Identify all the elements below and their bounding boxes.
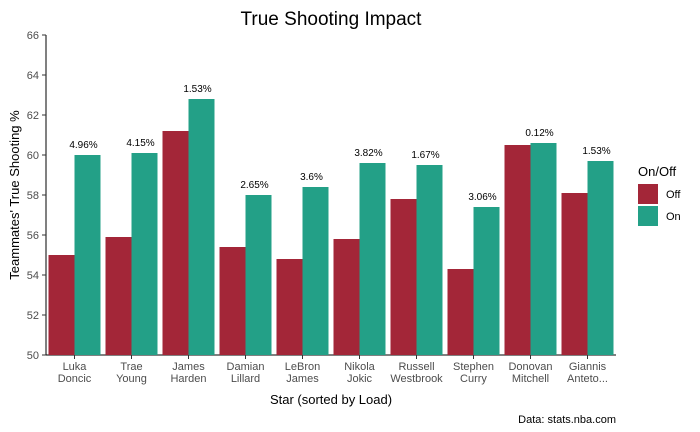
x-tick-label: Luka — [63, 361, 88, 373]
bar-on — [188, 99, 215, 355]
bar-off — [105, 237, 132, 355]
legend-key-on — [638, 206, 658, 226]
data-label: 0.12% — [525, 128, 553, 139]
bar-on — [245, 195, 272, 355]
bar-off — [162, 131, 189, 355]
data-label: 4.15% — [126, 138, 154, 149]
x-tick-label: James — [172, 361, 205, 373]
x-tick-label: James — [286, 373, 319, 385]
bar-on — [473, 207, 500, 355]
y-tick-label: 64 — [27, 70, 39, 82]
x-tick-label: Young — [116, 373, 147, 385]
bar-on — [74, 155, 101, 355]
y-tick-label: 54 — [27, 270, 39, 282]
x-tick-label: Westbrook — [390, 373, 443, 385]
chart-title: True Shooting Impact — [241, 9, 423, 30]
y-tick-label: 56 — [27, 230, 39, 242]
bar-off — [561, 193, 588, 355]
data-label: 1.53% — [183, 84, 211, 95]
data-label: 3.6% — [300, 172, 323, 183]
x-tick-label: Damian — [227, 361, 265, 373]
bar-on — [416, 165, 443, 355]
x-tick-label: Doncic — [58, 373, 92, 385]
bar-on — [359, 163, 386, 355]
bar-off — [276, 259, 303, 355]
legend-title: On/Off — [638, 164, 676, 179]
data-label: 4.96% — [69, 140, 97, 151]
legend-label: On — [666, 211, 681, 223]
bar-off — [447, 269, 474, 355]
y-axis-title: Teammates' True Shooting % — [7, 110, 22, 280]
bar-off — [504, 145, 531, 355]
x-axis-title: Star (sorted by Load) — [270, 392, 392, 407]
x-tick-label: Russell — [398, 361, 434, 373]
x-tick-label: Anteto... — [567, 373, 608, 385]
legend: On/Off Off On — [638, 164, 681, 226]
bar-on — [302, 187, 329, 355]
x-tick-label: Harden — [170, 373, 206, 385]
data-label: 3.06% — [468, 192, 496, 203]
x-tick-label: Nikola — [344, 361, 375, 373]
x-tick-label: Mitchell — [512, 373, 549, 385]
bar-off — [48, 255, 75, 355]
data-label: 3.82% — [354, 148, 382, 159]
y-tick-label: 66 — [27, 30, 39, 42]
bar-off — [333, 239, 360, 355]
y-tick-label: 50 — [27, 350, 39, 362]
caption: Data: stats.nba.com — [518, 414, 616, 426]
y-tick-label: 58 — [27, 190, 39, 202]
x-tick-label: Trae — [120, 361, 142, 373]
bar-off — [390, 199, 417, 355]
y-tick-label: 60 — [27, 150, 39, 162]
x-tick-label: Curry — [460, 373, 487, 385]
bar-on — [587, 161, 614, 355]
data-label: 1.53% — [582, 146, 610, 157]
data-label: 2.65% — [240, 180, 268, 191]
legend-key-off — [638, 184, 658, 204]
y-tick-label: 52 — [27, 310, 39, 322]
x-tick-label: Giannis — [569, 361, 607, 373]
legend-label: Off — [666, 189, 681, 201]
bar-on — [131, 153, 158, 355]
x-tick-label: Jokic — [347, 373, 373, 385]
data-label: 1.67% — [411, 150, 439, 161]
x-tick-label: Lillard — [231, 373, 260, 385]
x-tick-label: LeBron — [285, 361, 320, 373]
bar-on — [530, 143, 557, 355]
y-tick-label: 62 — [27, 110, 39, 122]
x-tick-label: Stephen — [453, 361, 494, 373]
x-tick-label: Donovan — [508, 361, 552, 373]
bar-off — [219, 247, 246, 355]
